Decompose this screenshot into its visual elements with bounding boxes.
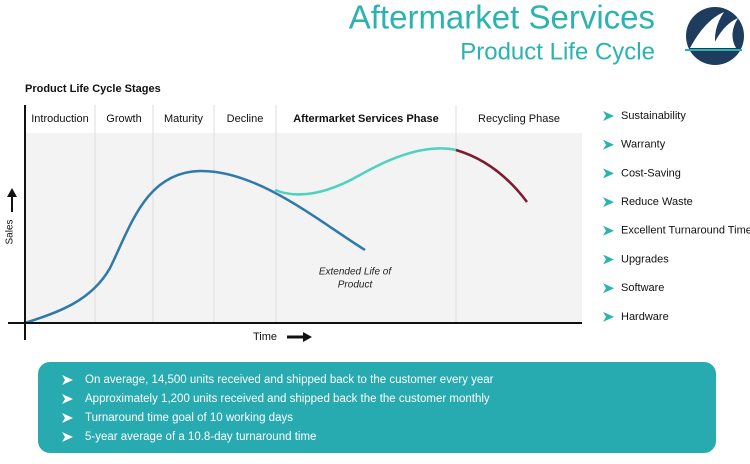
y-axis-label: Sales: [5, 219, 16, 244]
stage-header: [25, 105, 582, 133]
facts: On average, 14,500 units received and sh…: [62, 374, 494, 443]
benefit: Cost-Saving: [621, 167, 681, 179]
bullet-arrow: [62, 394, 73, 404]
stage-label: Recycling Phase: [478, 113, 560, 125]
stage-label: Maturity: [164, 113, 204, 125]
fact: Turnaround time goal of 10 working days: [85, 412, 293, 424]
curve-label: Extended Life of: [319, 267, 392, 278]
stages: Introduction Growth Maturity Decline Afterma…: [31, 105, 560, 323]
axes: [8, 105, 582, 340]
stage-label: Introduction: [31, 113, 88, 125]
bullet-arrow: [603, 111, 614, 121]
fact: Approximately 1,200 units received and s…: [85, 393, 490, 405]
logo: [685, 7, 744, 65]
stage-label: Aftermarket Services Phase: [293, 113, 439, 125]
curves: [24, 147, 528, 325]
bullet-arrow: [603, 283, 614, 294]
bullet-arrow: [62, 432, 73, 442]
benefit: Warranty: [621, 139, 666, 151]
benefit: Reduce Waste: [621, 196, 693, 208]
bullet-arrow: [603, 311, 614, 322]
benefit: Software: [621, 282, 664, 294]
bullet-arrow: [603, 254, 614, 265]
bullet-arrow: [603, 168, 614, 179]
subtitle: Product Life Cycle: [460, 38, 655, 65]
benefit: Upgrades: [621, 253, 669, 265]
fact: On average, 14,500 units received and sh…: [85, 374, 494, 386]
benefit: Sustainability: [621, 110, 686, 122]
bullet-arrow: [603, 139, 614, 150]
benefits: Sustainability Warranty Cost-Saving Reduce …: [603, 110, 750, 323]
benefit: Excellent Turnaround Time: [621, 225, 750, 237]
axis-arrow: [303, 332, 312, 342]
bullet-arrow: [62, 413, 73, 423]
stage-label: Growth: [106, 113, 141, 125]
stages-title: Product Life Cycle Stages: [25, 83, 161, 95]
bullet-arrow: [603, 225, 614, 236]
bullet-arrow: [62, 375, 73, 385]
title: Aftermarket Services: [349, 0, 655, 36]
facts-box: [38, 362, 716, 453]
chart-area: [25, 105, 582, 323]
benefit: Hardware: [621, 311, 669, 323]
axis-arrow: [7, 188, 17, 197]
x-axis-label: Time: [253, 331, 277, 343]
stage-label: Decline: [227, 113, 264, 125]
fact: 5-year average of a 10.8-day turnaround …: [85, 431, 316, 443]
curve-label: Product: [338, 280, 374, 291]
bullet-arrow: [603, 197, 614, 208]
